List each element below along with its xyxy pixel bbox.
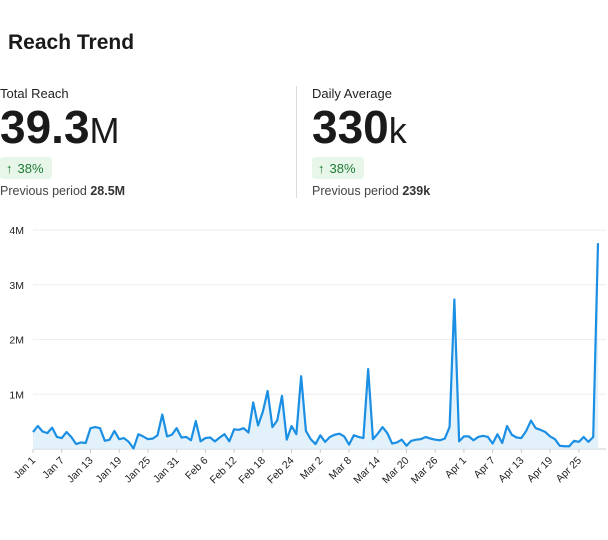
x-tick-label: Apr 25 bbox=[554, 455, 584, 485]
x-tick-label: Feb 24 bbox=[265, 455, 297, 487]
arrow-up-icon: ↑ bbox=[318, 160, 325, 176]
x-tick-label: Mar 20 bbox=[380, 455, 412, 487]
stats-divider bbox=[296, 86, 297, 198]
x-tick-label: Jan 31 bbox=[151, 455, 182, 486]
y-tick-label: 2M bbox=[9, 335, 24, 347]
x-tick-label: Jan 19 bbox=[94, 455, 125, 486]
previous-period: Previous period 239k bbox=[312, 184, 430, 198]
x-tick-label: Mar 2 bbox=[298, 455, 326, 483]
chart-title: Reach Trend bbox=[8, 31, 135, 54]
x-tick-label: Apr 19 bbox=[525, 455, 555, 485]
x-tick-label: Apr 1 bbox=[443, 455, 469, 481]
x-tick-label: Feb 12 bbox=[208, 455, 240, 487]
x-tick-label: Mar 14 bbox=[351, 455, 383, 487]
stat-value: 330k bbox=[312, 103, 430, 151]
y-tick-label: 3M bbox=[9, 280, 24, 292]
x-tick-label: Apr 7 bbox=[472, 455, 498, 481]
x-tick-label: Feb 18 bbox=[236, 455, 268, 487]
y-tick-label: 1M bbox=[9, 389, 24, 401]
change-badge: ↑ 38% bbox=[0, 157, 52, 179]
previous-label: Previous period bbox=[312, 184, 399, 198]
series-area bbox=[33, 243, 598, 449]
x-tick-label: Jan 25 bbox=[122, 455, 153, 486]
stat-unit: M bbox=[89, 110, 120, 151]
daily-average-stat: Daily Average 330k ↑ 38% Previous period … bbox=[312, 86, 430, 198]
stat-number: 39.3 bbox=[0, 101, 90, 153]
y-tick-label: 4M bbox=[9, 225, 24, 237]
series-line bbox=[32, 243, 600, 450]
arrow-up-icon: ↑ bbox=[6, 160, 13, 176]
total-reach-stat: Total Reach 39.3M ↑ 38% Previous period 2… bbox=[0, 86, 125, 198]
change-value: 38% bbox=[329, 160, 356, 176]
change-value: 38% bbox=[17, 160, 44, 176]
stat-number: 330 bbox=[312, 101, 389, 153]
x-tick-label: Jan 1 bbox=[11, 455, 38, 482]
previous-label: Previous period bbox=[0, 184, 87, 198]
change-badge: ↑ 38% bbox=[312, 157, 364, 179]
x-tick-label: Mar 26 bbox=[409, 455, 441, 487]
x-tick-label: Jan 7 bbox=[40, 455, 67, 482]
stat-unit: k bbox=[388, 110, 407, 151]
x-tick-label: Apr 13 bbox=[496, 455, 526, 485]
stat-value: 39.3M bbox=[0, 103, 125, 151]
previous-period: Previous period 28.5M bbox=[0, 184, 125, 198]
previous-value: 28.5M bbox=[90, 184, 126, 198]
x-tick-label: Jan 13 bbox=[65, 455, 96, 486]
previous-value: 239k bbox=[402, 184, 431, 198]
stat-label: Daily Average bbox=[312, 86, 392, 101]
stat-label: Total Reach bbox=[0, 86, 69, 101]
